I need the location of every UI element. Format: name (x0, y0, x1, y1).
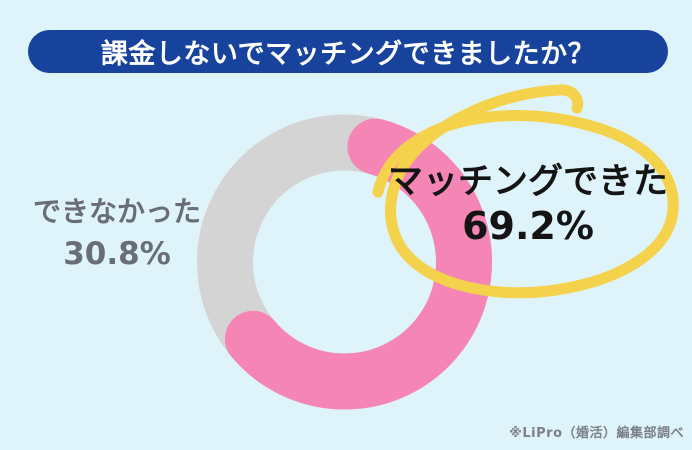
label-match: マッチングできた (387, 162, 668, 202)
donut-segment-match (224, 118, 492, 410)
source-note: ※LiPro（婚活）編集部調べ (509, 426, 684, 441)
label-no-match: できなかった (32, 195, 201, 228)
label-no-match-value: 30.8% (63, 236, 171, 272)
highlight-circle-annotation (372, 84, 679, 299)
title-banner: 課金しないでマッチングできましたか？ (28, 30, 668, 73)
page-title: 課金しないでマッチングできましたか？ (100, 39, 596, 70)
label-match-value: 69.2% (462, 204, 594, 248)
